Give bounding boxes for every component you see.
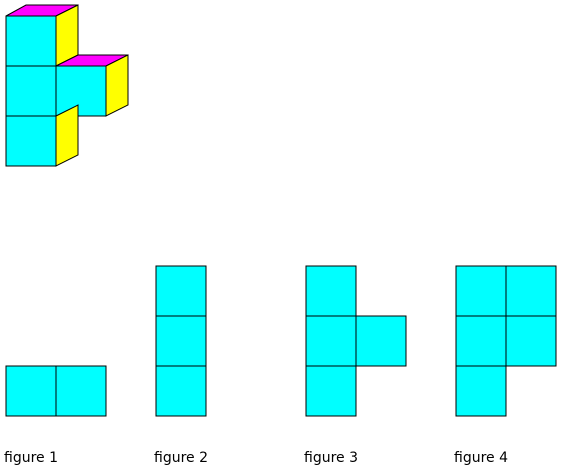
- fig1-square: [55, 365, 107, 417]
- fig2-square: [155, 315, 207, 367]
- fig2-square: [155, 265, 207, 317]
- fig3-square: [305, 265, 357, 317]
- fig3-square: [305, 315, 357, 367]
- figure-2-caption: figure 2: [154, 450, 208, 466]
- cube-stack-3d: [5, 4, 129, 167]
- fig2-square: [155, 365, 207, 417]
- fig4-square: [505, 315, 557, 367]
- fig3-square: [305, 365, 357, 417]
- figure-2-view: [155, 265, 207, 417]
- fig3-square: [355, 315, 407, 367]
- cube-front-middle: [5, 65, 57, 117]
- figure-4-caption: figure 4: [454, 450, 508, 466]
- figure-1-view: [5, 365, 107, 417]
- figure-3-caption: figure 3: [304, 450, 358, 466]
- fig4-square: [455, 265, 507, 317]
- cube-front-right: [55, 65, 107, 117]
- figure-1-caption: figure 1: [4, 450, 58, 466]
- cube-front-top: [5, 15, 57, 67]
- fig4-square: [505, 265, 557, 317]
- fig4-square: [455, 315, 507, 367]
- figure-3-view: [305, 265, 407, 417]
- cube-side-face-right: [105, 54, 129, 117]
- figure-4-view: [455, 265, 557, 417]
- fig4-square: [455, 365, 507, 417]
- fig1-square: [5, 365, 57, 417]
- cube-front-bottom: [5, 115, 57, 167]
- cube-side-face-bottom: [55, 104, 79, 167]
